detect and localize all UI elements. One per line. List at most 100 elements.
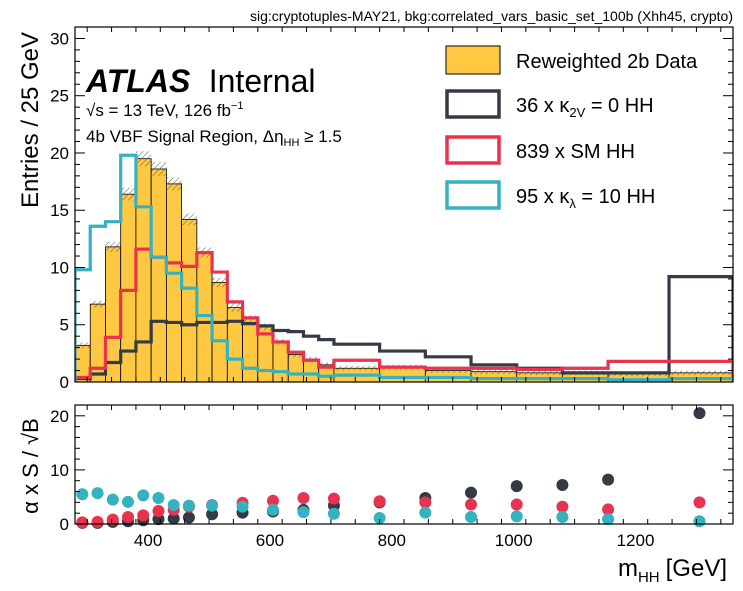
scatter-point [693, 496, 706, 509]
histogram-bar [211, 281, 228, 382]
legend-entry: 95 x κλ = 10 HH [445, 180, 655, 211]
uncertainty-band [425, 368, 472, 373]
region-label: 4b VBF Signal Region, ΔηHH ≥ 1.5 [86, 127, 342, 149]
y-tick-label: 10 [50, 461, 69, 480]
scatter-point [152, 492, 165, 505]
scatter-point [152, 505, 165, 518]
y-tick-label: 30 [50, 29, 69, 48]
histogram-bar [226, 307, 243, 382]
scatter-point [206, 508, 219, 521]
top-panel-frame [74, 26, 734, 383]
scatter-point [106, 493, 119, 506]
uncertainty-band [105, 241, 121, 253]
series-line [75, 247, 733, 382]
histogram-bar [287, 354, 304, 382]
histogram-bar [196, 252, 213, 382]
uncertainty-band [90, 300, 106, 308]
scatter-point [373, 512, 386, 525]
scatter-point [91, 515, 104, 528]
scatter-point [236, 500, 249, 513]
bottom-panel-frame [74, 404, 734, 525]
scatter-point [465, 498, 478, 511]
y-tick-label: 15 [50, 201, 69, 220]
scatter-point [602, 513, 615, 526]
legend-swatch [445, 45, 501, 75]
x-axis-label: mHH [GeV] [618, 555, 727, 586]
svg-text:ATLAS Internal: ATLAS Internal [85, 63, 315, 99]
uncertainty-band [227, 303, 243, 312]
uncertainty-band [166, 177, 182, 191]
scatter-point [267, 503, 280, 516]
uncertainty-band [333, 365, 380, 371]
y-tick-label: 0 [60, 373, 69, 392]
atlas-wordmark: ATLAS [85, 63, 191, 99]
uncertainty-band [669, 370, 733, 376]
scatter-point [510, 510, 523, 523]
scatter-point [297, 506, 310, 519]
y-tick-label: 20 [50, 407, 69, 426]
y-tick-label: 0 [60, 515, 69, 534]
chart-title: sig:cryptotuples-MAY21, bkg:correlated_v… [250, 8, 733, 24]
legend-swatch [445, 180, 501, 210]
scatter-point [122, 495, 135, 508]
histogram-bar [89, 303, 106, 382]
scatter-point [122, 510, 135, 523]
atlas-label: ATLAS Internal √s = 13 TeV, 126 fb−1 4b … [85, 63, 342, 149]
scatter-point [373, 495, 386, 508]
uncertainty-band [212, 277, 228, 287]
scatter-point [419, 506, 432, 519]
legend-label: 95 x κλ = 10 HH [516, 186, 655, 211]
x-tick-label: 1200 [617, 531, 655, 550]
scatter-point [556, 500, 569, 513]
histogram-bar [120, 193, 137, 382]
scatter-point [182, 511, 195, 524]
bottom-panel: 0 10 20 400 600 800 1000 1200 [50, 404, 734, 550]
scatter-point [465, 486, 478, 499]
uncertainty-band [151, 162, 167, 176]
uncertainty-band [288, 351, 304, 358]
uncertainty-band [135, 151, 152, 167]
energy-lumi-label: √s = 13 TeV, 126 fb−1 [86, 100, 244, 120]
legend-label: Reweighted 2b Data [516, 51, 698, 73]
scatter-point [556, 479, 569, 492]
scatter-point [510, 498, 523, 511]
scatter-point [206, 499, 219, 512]
histogram-bar [242, 318, 259, 382]
scatter-point [167, 512, 180, 525]
histogram-bar [165, 183, 183, 382]
x-tick-label: 400 [134, 531, 162, 550]
scatter-point [137, 489, 150, 502]
x-tick-label: 800 [378, 531, 406, 550]
y-tick-label: 10 [50, 258, 69, 277]
y-tick-label: 5 [60, 316, 69, 335]
scatter-point [602, 503, 615, 516]
scatter-point [297, 492, 310, 505]
scatter-point [137, 509, 150, 522]
uncertainty-band [516, 370, 563, 376]
histogram-bar [303, 358, 320, 382]
histogram-bar [181, 218, 198, 382]
legend-entry: 36 x κ2V = 0 HH [445, 89, 654, 120]
uncertainty-band [181, 213, 197, 226]
legend: Reweighted 2b Data 36 x κ2V = 0 HH 839 x… [445, 45, 698, 211]
histogram-bar [272, 341, 289, 382]
scatter-point [91, 487, 104, 500]
histogram-bar [150, 168, 167, 382]
top-panel: 0 5 10 15 20 25 30 [50, 26, 734, 392]
legend-swatch [445, 135, 501, 165]
scatter-point [76, 516, 89, 529]
scatter-point [327, 492, 340, 505]
scatter-point [327, 507, 340, 520]
scatter-point [167, 499, 180, 512]
histogram-bar [135, 158, 152, 382]
scatter-point [267, 494, 280, 507]
scatter-point [693, 515, 706, 528]
uncertainty-band [471, 369, 517, 374]
scatter-point [602, 473, 615, 486]
scatter-point [693, 407, 706, 420]
uncertainty-band [75, 342, 91, 349]
series-line [75, 153, 733, 382]
atlas-status: Internal [209, 63, 316, 99]
scatter-point [182, 499, 195, 512]
